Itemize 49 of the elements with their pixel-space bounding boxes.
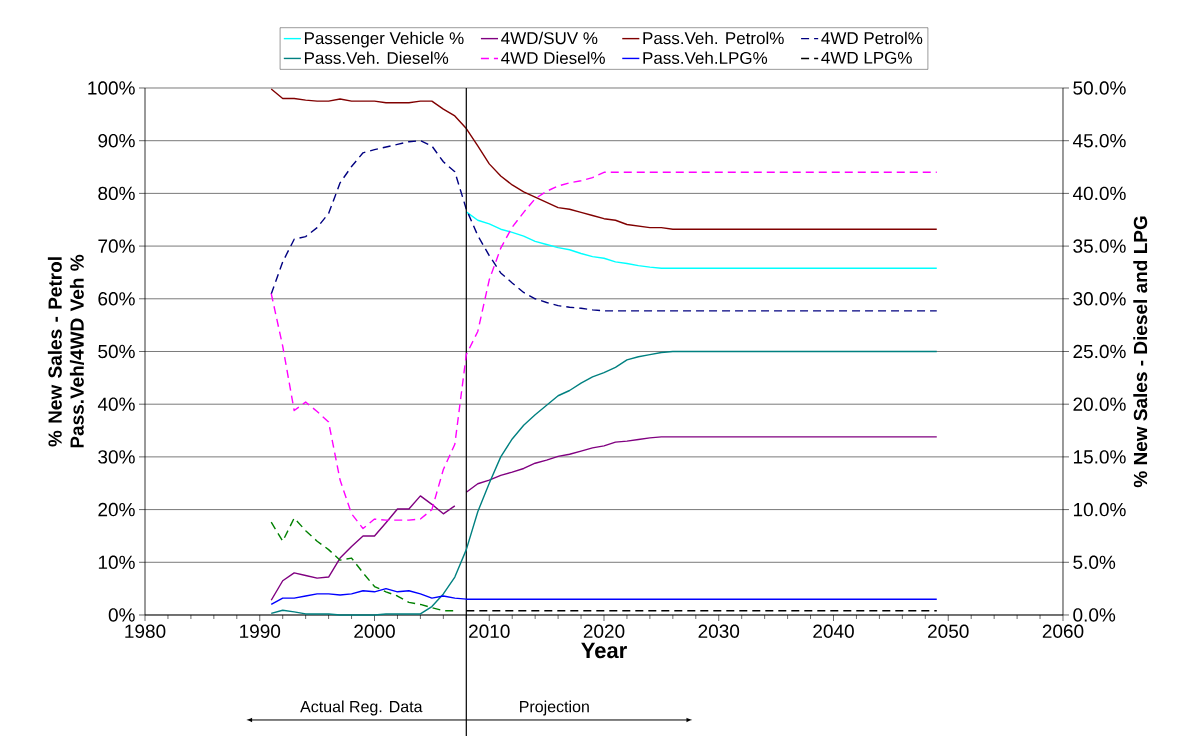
x-tick-label: 2010: [469, 624, 510, 638]
y-tick-label: 70%: [98, 239, 135, 253]
x-tick-label: 2050: [928, 624, 969, 638]
y-tick-label: 100%: [88, 81, 135, 95]
x-tick-label: 2000: [354, 624, 395, 638]
legend-label: 4WD Diesel%: [501, 51, 605, 65]
y2-tick-label: 15.0%: [1073, 450, 1126, 464]
y-tick-label: 40%: [97, 397, 135, 411]
y-tick-label: 60%: [98, 292, 135, 306]
y2-tick-label: 40.0%: [1072, 186, 1126, 201]
y2-tick-label: 25.0%: [1073, 344, 1126, 359]
y-tick-label: 20%: [98, 502, 135, 517]
y2-axis-title: % New Sales - Diesel and LPG: [1133, 216, 1148, 488]
line-series: [270, 587, 938, 606]
text: Actual Reg. Data: [300, 700, 423, 716]
legend-label: Pass.Veh. Petrol%: [643, 31, 784, 45]
legend-label: Pass.Veh. Diesel%: [304, 51, 449, 65]
x-tick-label: 2030: [698, 624, 740, 638]
text: Projection: [520, 700, 589, 716]
y-tick-label: 10%: [98, 555, 135, 570]
x-axis-title: Year: [581, 642, 627, 659]
y2-tick-label: 45.0%: [1072, 133, 1126, 148]
line-series: [465, 211, 938, 269]
x-tick-label: 2040: [813, 624, 854, 638]
line-series: [270, 517, 456, 612]
y-tick-label: 80%: [98, 186, 135, 201]
x-tick-label: 2020: [583, 624, 625, 638]
y2-tick-label: 20.0%: [1073, 397, 1126, 411]
y2-tick-label: 50.0%: [1073, 81, 1126, 95]
y-axis-title: % New Sales - Petrol Pass.Veh/4WD Veh %: [47, 254, 85, 448]
legend-label: 4WD/SUV %: [501, 31, 598, 45]
y-tick-label: 0%: [108, 608, 135, 622]
y2-tick-label: 0.0%: [1073, 608, 1116, 622]
y-tick-label: 90%: [98, 133, 135, 148]
line-series: [465, 436, 938, 493]
y2-tick-label: 10.0%: [1073, 502, 1126, 517]
y2-tick-label: 5.0%: [1073, 555, 1116, 570]
x-tick-label: 1990: [240, 624, 281, 638]
legend-label: Pass.Veh.LPG%: [643, 51, 768, 65]
legend-label: 4WD LPG%: [821, 51, 912, 64]
legend-label: Passenger Vehicle %: [304, 31, 464, 48]
y-tick-label: 30%: [98, 450, 135, 464]
y2-tick-label: 30.0%: [1073, 292, 1126, 306]
legend-label: 4WD Petrol%: [821, 31, 923, 45]
y-tick-label: 50%: [98, 344, 135, 359]
x-tick-label: 2060: [1042, 624, 1084, 638]
x-tick-label: 1980: [125, 624, 166, 638]
y2-tick-label: 35.0%: [1073, 239, 1126, 253]
line-series: [270, 495, 456, 601]
